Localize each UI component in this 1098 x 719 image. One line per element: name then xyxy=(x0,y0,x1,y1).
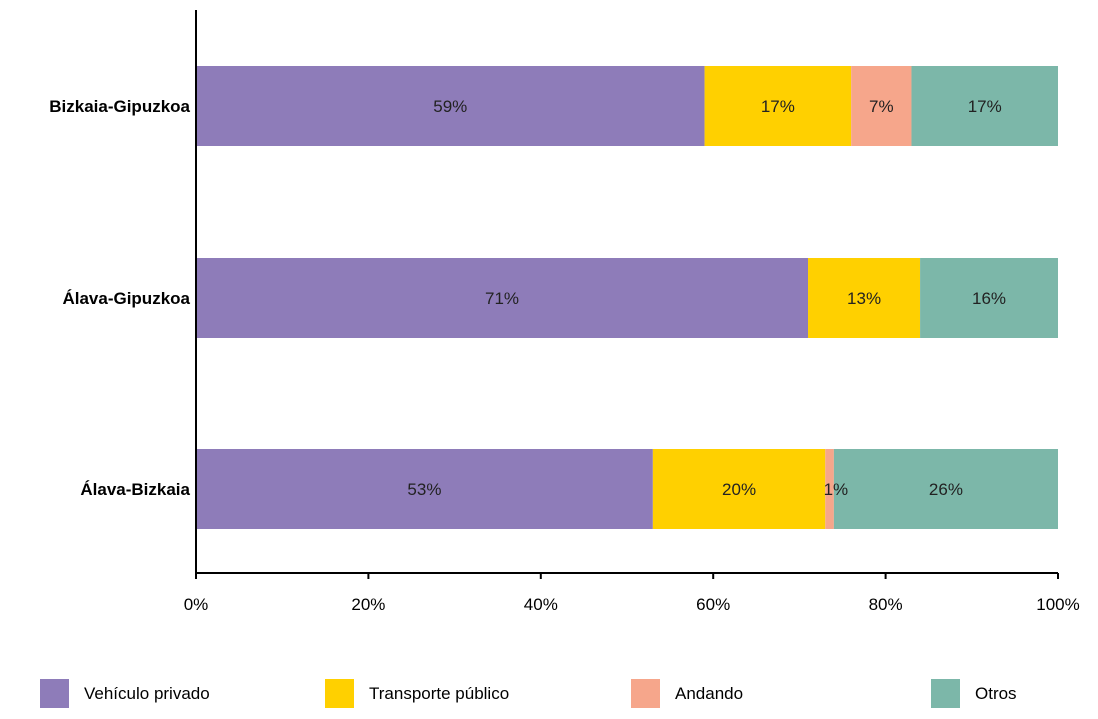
legend: Vehículo privado Transporte público Andand… xyxy=(40,679,1017,708)
legend-item: Vehículo privado xyxy=(40,679,210,708)
bar-segment xyxy=(920,258,1058,338)
legend-label: Transporte público xyxy=(369,684,509,703)
data-label: 53% xyxy=(407,480,441,499)
category-label: Álava-Bizkaia xyxy=(80,480,190,499)
bar-segment xyxy=(652,449,826,529)
x-tick-label: 40% xyxy=(524,595,558,614)
x-ticks-layer: 0% 20% 40% 60% 80% 100% xyxy=(184,572,1080,614)
bars-layer xyxy=(196,66,1058,529)
x-tick-label: 20% xyxy=(351,595,385,614)
data-label: 1% xyxy=(824,480,849,499)
data-label: 16% xyxy=(972,289,1006,308)
data-label: 17% xyxy=(968,97,1002,116)
legend-swatch xyxy=(931,679,960,708)
category-labels-layer: Bizkaia-Gipuzkoa Álava-Gipuzkoa Álava-Bizk… xyxy=(49,97,190,499)
legend-swatch xyxy=(325,679,354,708)
bar-segment xyxy=(808,258,921,338)
data-labels-layer: 59% 17% 7% 17% 71% 13% 16% 53% 20% 1% 26% xyxy=(407,97,1006,499)
bar-segment xyxy=(196,449,653,529)
legend-label: Otros xyxy=(975,684,1017,703)
legend-label: Andando xyxy=(675,684,743,703)
data-label: 20% xyxy=(722,480,756,499)
legend-swatch xyxy=(40,679,69,708)
category-label: Álava-Gipuzkoa xyxy=(62,289,190,308)
x-tick-label: 80% xyxy=(869,595,903,614)
legend-item: Andando xyxy=(631,679,743,708)
bar-segment xyxy=(833,449,1058,529)
bar-segment xyxy=(196,66,705,146)
legend-item: Transporte público xyxy=(325,679,509,708)
legend-label: Vehículo privado xyxy=(84,684,210,703)
legend-swatch xyxy=(631,679,660,708)
bar-segment xyxy=(911,66,1058,146)
bar-segment xyxy=(825,449,834,529)
legend-item: Otros xyxy=(931,679,1017,708)
category-label: Bizkaia-Gipuzkoa xyxy=(49,97,190,116)
data-label: 59% xyxy=(433,97,467,116)
bar-segment xyxy=(704,66,852,146)
data-label: 13% xyxy=(847,289,881,308)
data-label: 26% xyxy=(929,480,963,499)
data-label: 7% xyxy=(869,97,894,116)
data-label: 71% xyxy=(485,289,519,308)
x-tick-label: 60% xyxy=(696,595,730,614)
data-label: 17% xyxy=(761,97,795,116)
bar-segment xyxy=(851,66,912,146)
bar-segment xyxy=(196,258,809,338)
x-tick-label: 100% xyxy=(1036,595,1079,614)
x-tick-label: 0% xyxy=(184,595,209,614)
